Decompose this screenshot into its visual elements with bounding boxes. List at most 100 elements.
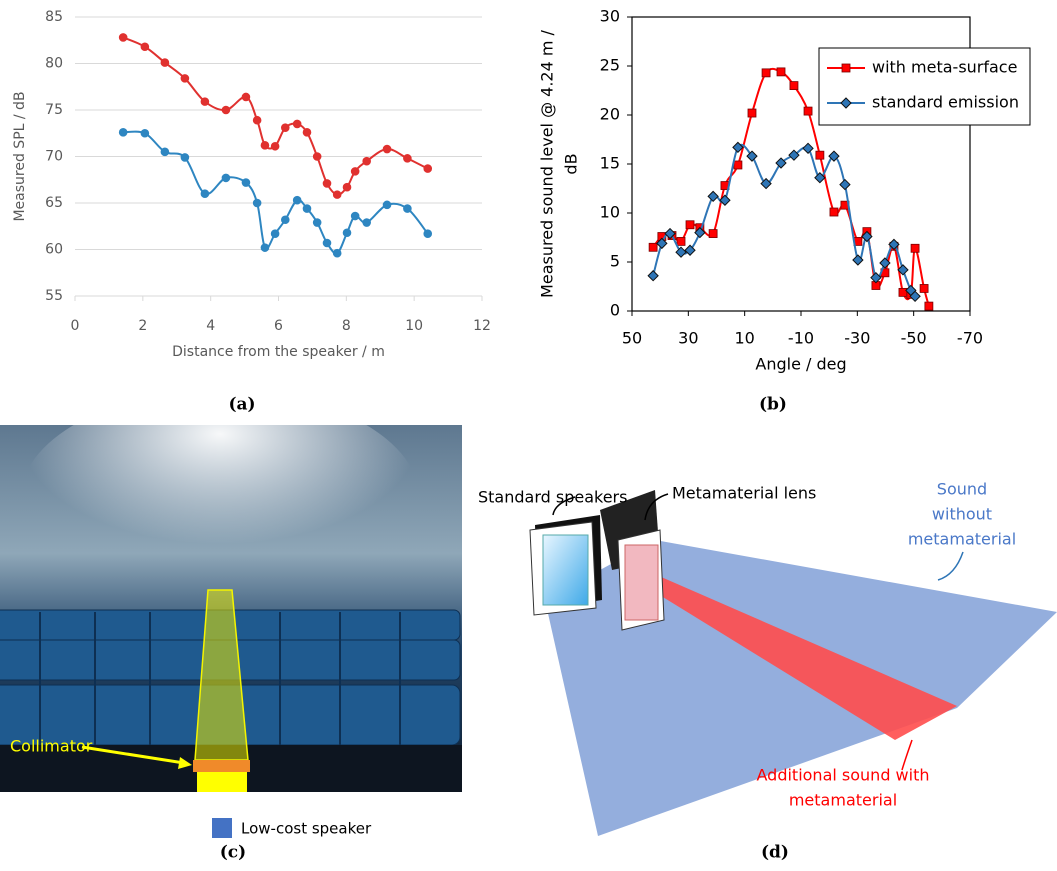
point	[201, 190, 209, 198]
point	[649, 243, 657, 251]
without-label: without	[932, 505, 992, 524]
point	[404, 205, 412, 213]
point	[911, 244, 919, 252]
y-axis-label: Measured SPL / dB	[12, 91, 28, 221]
x-tick-label: 10	[405, 318, 423, 334]
y-axis-label: Measured sound level @ 4.24 m /	[538, 29, 557, 297]
legend-marker	[842, 64, 850, 72]
point	[363, 219, 371, 227]
x-tick-label: 6	[274, 318, 283, 334]
without-label: Sound	[937, 480, 987, 499]
standard-label: Standard speakers	[478, 488, 627, 507]
point	[253, 116, 261, 124]
lens-label: Metamaterial lens	[672, 484, 816, 503]
y-tick-label: 15	[600, 154, 620, 173]
x-tick-label: 12	[473, 318, 491, 334]
point	[925, 302, 933, 310]
point	[293, 196, 301, 204]
x-tick-label: 0	[71, 318, 80, 334]
point	[383, 201, 391, 209]
point	[790, 82, 798, 90]
point	[242, 93, 250, 101]
point	[804, 107, 812, 115]
point	[677, 237, 685, 245]
x-tick-label: -50	[901, 329, 927, 348]
collimator-label: Collimator	[10, 737, 93, 756]
x-axis-label: Angle / deg	[755, 355, 846, 374]
additional-label: Additional sound with	[757, 766, 930, 785]
point	[333, 191, 341, 199]
caption: (c)	[220, 843, 246, 863]
additional-label: metamaterial	[789, 791, 897, 810]
caption: (d)	[761, 843, 789, 863]
point	[323, 239, 331, 247]
y-tick-label: 80	[45, 56, 63, 72]
caption: (a)	[228, 395, 255, 415]
point	[242, 179, 250, 187]
point	[181, 154, 189, 162]
legend-label: standard emission	[872, 93, 1019, 112]
without-label: metamaterial	[908, 530, 1016, 549]
y-tick-label: 60	[45, 242, 63, 258]
point	[119, 34, 127, 42]
point	[351, 168, 359, 176]
point	[161, 148, 169, 156]
point	[343, 229, 351, 237]
point	[293, 120, 301, 128]
point	[383, 145, 391, 153]
figure: Collimator Low-cost speaker Standard spe…	[0, 0, 1057, 867]
point	[161, 59, 169, 67]
x-tick-label: 50	[622, 329, 642, 348]
point	[734, 161, 742, 169]
speaker-label: Low-cost speaker	[241, 820, 372, 838]
point	[708, 191, 718, 201]
point	[404, 155, 412, 163]
x-tick-label: 10	[734, 329, 754, 348]
point	[899, 288, 907, 296]
point	[271, 230, 279, 238]
point	[777, 68, 785, 76]
speaker-icon	[212, 818, 232, 838]
point	[686, 221, 694, 229]
point	[333, 249, 341, 257]
point	[281, 124, 289, 132]
x-tick-label: -10	[788, 329, 814, 348]
point	[363, 157, 371, 165]
y-tick-label: 0	[610, 301, 620, 320]
point	[709, 230, 717, 238]
point	[253, 199, 261, 207]
point	[323, 180, 331, 188]
x-tick-label: 2	[138, 318, 147, 334]
point	[351, 212, 359, 220]
point	[424, 230, 432, 238]
point	[816, 151, 824, 159]
point	[748, 109, 756, 117]
point	[343, 183, 351, 191]
point	[141, 129, 149, 137]
point	[222, 106, 230, 114]
point	[261, 244, 269, 252]
y-tick-label: 20	[600, 105, 620, 124]
point	[281, 216, 289, 224]
point	[141, 43, 149, 51]
point	[313, 219, 321, 227]
x-tick-label: -30	[844, 329, 870, 348]
point	[840, 180, 850, 190]
point	[261, 142, 269, 150]
point	[222, 174, 230, 182]
y-tick-label: 5	[610, 252, 620, 271]
point	[119, 129, 127, 137]
x-axis-label: Distance from the speaker / m	[172, 344, 385, 360]
point	[303, 129, 311, 137]
point	[648, 271, 658, 281]
point	[424, 165, 432, 173]
y-axis-label: dB	[562, 153, 581, 174]
x-tick-label: 8	[342, 318, 351, 334]
point	[271, 142, 279, 150]
legend-label: with meta-surface	[872, 58, 1017, 77]
caption: (b)	[759, 395, 787, 415]
y-tick-label: 70	[45, 149, 63, 165]
y-tick-label: 65	[45, 195, 63, 211]
point	[313, 153, 321, 161]
x-tick-label: -70	[957, 329, 983, 348]
